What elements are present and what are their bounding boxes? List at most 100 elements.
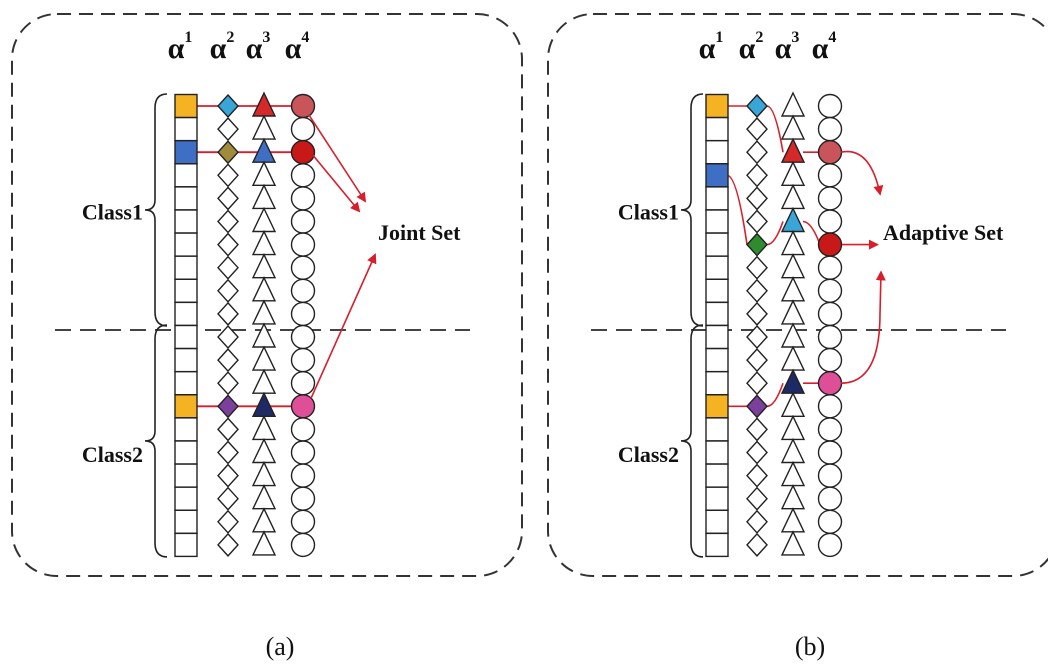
class2-label: Class2: [82, 442, 143, 467]
alpha2-diamond: [217, 140, 239, 165]
alpha3-triangle: [251, 206, 277, 233]
alpha2-diamond: [746, 140, 768, 165]
alpha1-square: [705, 417, 729, 442]
alpha1-square: [174, 116, 198, 142]
alpha3-triangle: [251, 299, 277, 325]
alpha3-triangle: [780, 229, 806, 256]
alpha1-square: [705, 232, 729, 257]
alpha1-square: [705, 278, 729, 303]
alpha2-diamond: [746, 394, 768, 419]
alpha1-square: [174, 301, 198, 327]
alpha2-diamond: [746, 278, 768, 303]
alpha3-triangle: [251, 391, 277, 417]
panel-border: [547, 13, 1048, 577]
alpha4-circle: [817, 440, 843, 465]
alpha3-triangle: [780, 414, 806, 441]
alpha1-square: [705, 255, 729, 280]
alpha2-diamond: [217, 278, 239, 303]
alpha3-triangle: [251, 345, 277, 371]
column-header-alpha3: α3: [775, 29, 800, 65]
alpha1-square: [174, 324, 198, 350]
alpha2-diamond: [217, 93, 239, 119]
selection-link: [766, 221, 784, 246]
alpha4-circle: [290, 347, 316, 373]
alpha1-square: [705, 116, 729, 142]
alpha2-diamond: [746, 186, 768, 211]
alpha2-diamond: [217, 117, 239, 142]
alpha3-triangle: [251, 253, 277, 279]
alpha2-diamond: [746, 255, 768, 280]
alpha2-diamond: [217, 532, 239, 557]
alpha4-circle: [290, 209, 316, 234]
alpha3-triangle: [251, 160, 277, 187]
panel-caption: (b): [795, 632, 825, 661]
alpha3-triangle: [780, 391, 806, 417]
alpha1-square: [705, 509, 729, 534]
alpha4-circle: [817, 186, 843, 211]
alpha4-circle: [290, 163, 316, 188]
alpha2-diamond: [217, 324, 239, 350]
alpha1-square: [174, 440, 198, 465]
alpha1-square: [174, 463, 198, 488]
alpha4-circle: [290, 509, 316, 534]
alpha1-square: [174, 255, 198, 280]
panel-b: α1 α2 α3 α4 Class1 Class2 Adaptive Set (b): [547, 13, 1048, 661]
alpha1-square: [705, 347, 729, 373]
alpha1-square: [705, 209, 729, 234]
alpha3-triangle: [780, 253, 806, 279]
alpha4-circle: [817, 139, 843, 165]
alpha2-diamond: [217, 209, 239, 234]
alpha1-square: [174, 532, 198, 558]
alpha1-square: [705, 371, 729, 396]
alpha1-square: [174, 232, 198, 257]
alpha3-triangle: [251, 484, 277, 510]
alpha4-circle: [290, 301, 316, 327]
alpha3-triangle: [251, 114, 277, 140]
alpha3-triangle: [780, 437, 806, 464]
alpha4-circle: [290, 532, 316, 558]
alpha1-square: [174, 371, 198, 396]
alpha2-diamond: [217, 348, 239, 373]
alpha2-diamond: [746, 509, 768, 534]
alpha1-square: [705, 440, 729, 465]
alpha4-circle: [817, 163, 843, 188]
alpha3-triangle: [251, 183, 277, 210]
alpha1-square: [705, 301, 729, 327]
alpha2-diamond: [746, 348, 768, 373]
alpha3-triangle: [780, 137, 806, 163]
alpha2-diamond: [217, 163, 239, 188]
column-header-alpha2: α2: [210, 29, 235, 65]
alpha4-circle: [817, 301, 843, 327]
alpha4-circle: [290, 232, 316, 257]
alpha4-circle: [817, 324, 843, 350]
alpha2-diamond: [746, 232, 768, 257]
alpha4-circle: [817, 93, 843, 119]
alpha4-circle: [290, 255, 316, 280]
alpha4-circle: [817, 371, 843, 396]
alpha1-square: [174, 394, 198, 419]
alpha2-diamond: [217, 186, 239, 211]
alpha3-triangle: [780, 91, 806, 117]
alpha1-square: [705, 93, 729, 119]
alpha2-diamond: [217, 255, 239, 280]
alpha1-square: [174, 347, 198, 373]
alpha4-circle: [817, 232, 843, 257]
alpha3-triangle: [251, 322, 277, 348]
alpha3-triangle: [251, 437, 277, 464]
alpha3-triangle: [251, 460, 277, 487]
alpha2-diamond: [217, 486, 239, 511]
alpha1-square: [705, 186, 729, 211]
selection-link: [766, 382, 784, 408]
selection-link: [766, 105, 784, 153]
alpha1-square: [705, 532, 729, 558]
panel-caption: (a): [266, 632, 295, 661]
alpha3-triangle: [251, 137, 277, 163]
alpha4-circle: [817, 394, 843, 419]
alpha2-diamond: [217, 509, 239, 534]
arrow-row13-to-set: [310, 253, 377, 399]
selection-link: [726, 174, 748, 245]
alpha4-circle: [290, 417, 316, 442]
alpha1-square: [174, 139, 198, 165]
alpha4-circle: [290, 93, 316, 119]
alpha3-triangle: [780, 322, 806, 348]
